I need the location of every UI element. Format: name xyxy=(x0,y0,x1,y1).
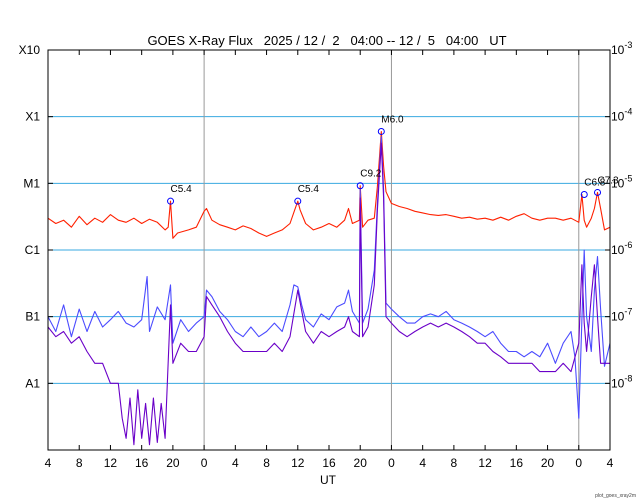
y-left-tick-label-3: C1 xyxy=(25,243,41,257)
y-left-tick-label-5: A1 xyxy=(25,376,40,390)
x-tick-label-1: 8 xyxy=(76,456,83,470)
y-left-tick-label-4: B1 xyxy=(25,310,40,324)
flare-marker-3 xyxy=(377,127,385,135)
x-tick-label-4: 20 xyxy=(166,456,180,470)
x-tick-label-9: 16 xyxy=(322,456,336,470)
flare-marker-5 xyxy=(594,188,602,196)
x-tick-label-17: 0 xyxy=(575,456,582,470)
x-tick-label-11: 0 xyxy=(388,456,395,470)
day-boundary-lines xyxy=(203,50,580,450)
series-group xyxy=(47,130,611,446)
x-tick-label-3: 16 xyxy=(135,456,149,470)
x-axis-label: UT xyxy=(320,473,337,487)
x-tick-label-2: 12 xyxy=(104,456,118,470)
flare-marker-0 xyxy=(167,197,175,205)
x-tick-label-8: 12 xyxy=(291,456,305,470)
flare-marker-2 xyxy=(356,182,364,190)
y-left-tick-label-1: X1 xyxy=(25,110,40,124)
y-right-tick-label-0: 10-3 xyxy=(611,40,632,57)
chart-title: GOES X-Ray Flux 2025 / 12 / 2 04:00 -- 1… xyxy=(147,33,506,48)
series-line-2 xyxy=(47,142,610,446)
x-tick-label-15: 16 xyxy=(510,456,524,470)
series-line-1 xyxy=(47,136,611,419)
x-tick-label-14: 12 xyxy=(478,456,492,470)
x-tick-label-6: 4 xyxy=(232,456,239,470)
y-right-tick-label-1: 10-4 xyxy=(611,107,632,124)
flare-label-3: M6.0 xyxy=(381,114,404,125)
flare-marker-1 xyxy=(294,197,302,205)
flare-marker-4 xyxy=(580,190,588,198)
flare-annotations: C5.4 C5.4 C9.2 M6.0 C6.8C7.3 xyxy=(167,114,620,205)
credit-text: plot_goes_xray2m xyxy=(595,493,636,499)
x-axis-ticks: 4 8 12 16 20 0 4 8 12 16 20 0 4 8 12 16 20 0 4 xyxy=(45,50,614,470)
flare-label-1: C5.4 xyxy=(298,184,320,195)
y-right-tick-label-2: 10-5 xyxy=(611,173,632,190)
x-tick-label-18: 4 xyxy=(607,456,614,470)
y-left-tick-label-2: M1 xyxy=(23,176,40,190)
flare-label-4: C6.8 xyxy=(584,177,606,188)
y-axis-left-ticks: X10 X1 M1 C1 B1 A1 xyxy=(19,43,53,390)
x-tick-label-0: 4 xyxy=(45,456,52,470)
y-right-tick-label-3: 10-6 xyxy=(611,240,632,257)
x-tick-label-10: 20 xyxy=(354,456,368,470)
y-axis-right-ticks: 10-3 10-4 10-5 10-6 10-7 10-8 xyxy=(605,40,632,390)
flare-label-0: C5.4 xyxy=(171,184,193,195)
y-left-tick-label-0: X10 xyxy=(19,43,41,57)
x-tick-label-16: 20 xyxy=(541,456,555,470)
x-tick-label-5: 0 xyxy=(201,456,208,470)
x-tick-label-12: 4 xyxy=(419,456,426,470)
y-right-tick-label-5: 10-8 xyxy=(611,373,632,390)
series-line-0 xyxy=(47,130,611,239)
x-tick-label-13: 8 xyxy=(451,456,458,470)
flare-label-2: C9.2 xyxy=(360,169,382,180)
y-right-tick-label-4: 10-7 xyxy=(611,307,632,324)
x-tick-label-7: 8 xyxy=(263,456,270,470)
flare-label-5: C7.3 xyxy=(598,175,620,186)
